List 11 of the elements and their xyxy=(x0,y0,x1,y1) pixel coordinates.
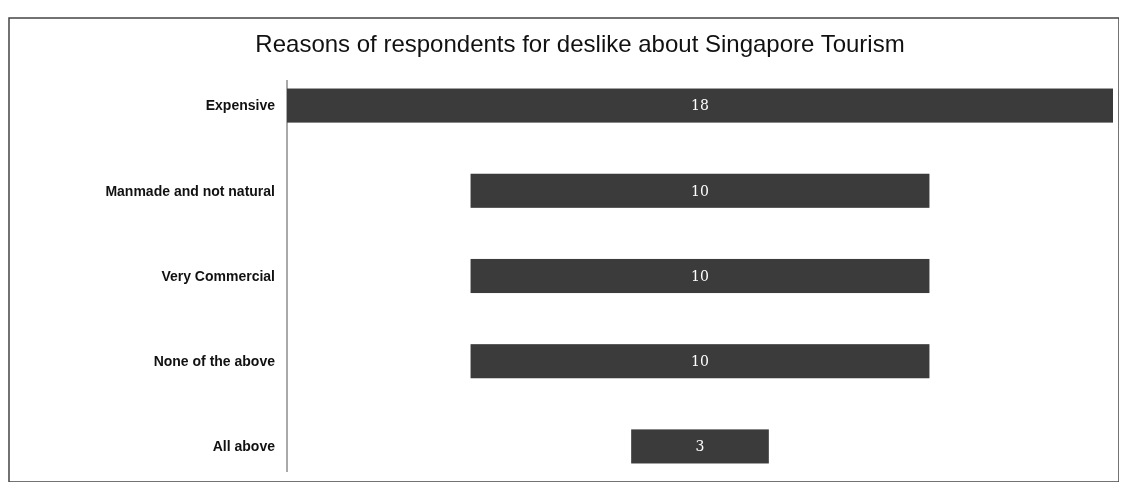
data-label: 3 xyxy=(695,438,705,455)
data-label: 18 xyxy=(691,97,709,114)
category-label: Very Commercial xyxy=(161,267,275,284)
category-label: None of the above xyxy=(153,353,276,370)
category-label: Expensive xyxy=(205,97,276,114)
text: Reasons of respondents for deslike about Singapore Tourism xyxy=(255,30,905,57)
data-label: 10 xyxy=(691,353,709,370)
data-label: 10 xyxy=(691,182,709,199)
data-label: 10 xyxy=(691,267,709,284)
category-label: All above xyxy=(212,438,276,455)
category-label: Manmade and not natural xyxy=(105,182,275,199)
